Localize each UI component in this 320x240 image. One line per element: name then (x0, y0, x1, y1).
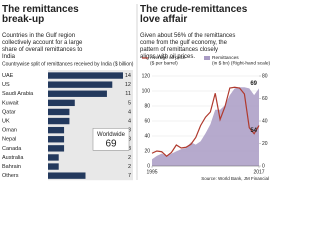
value-label: 4 (128, 119, 131, 125)
category-label: US (2, 82, 10, 88)
category-label: Saudi Arabia (2, 91, 34, 97)
legend-swatch (204, 56, 210, 60)
annotation-label: Worldwide (97, 132, 126, 138)
x-tick-label: 1995 (146, 169, 157, 175)
y-tick-label: 80 (144, 103, 150, 109)
annotation-box (92, 128, 130, 151)
category-label: UK (2, 119, 10, 125)
value-label: 11 (125, 91, 131, 97)
value-label: 3 (128, 146, 131, 152)
category-label: Bahrain (2, 164, 21, 170)
bar (48, 99, 75, 107)
category-label: Canada (2, 146, 22, 152)
value-label: 12 (125, 82, 131, 88)
subtitle: Given about 56% of the remittances come f… (140, 33, 235, 60)
value-label: 2 (128, 155, 131, 161)
bar (48, 136, 65, 143)
category-label: Oman (2, 128, 17, 134)
y2-tick-label: 0 (262, 163, 265, 169)
value-label: 4 (128, 109, 131, 115)
bar (48, 117, 70, 125)
y2-tick-label: 60 (262, 96, 268, 102)
category-label: Nepal (2, 137, 16, 143)
category-label: Qatar (2, 109, 16, 115)
y2-tick-label: 40 (262, 118, 268, 124)
y-tick-label: 40 (144, 133, 150, 139)
subtitle: Countries in the Gulf region collectively… (2, 33, 83, 60)
category-label: UAE (2, 73, 14, 79)
bar (48, 126, 65, 134)
value-label: 3 (128, 137, 131, 143)
end-label: 54 (250, 128, 257, 134)
legend-label: Average oil price ($ per barrel) (150, 55, 186, 67)
y-tick-label: 60 (144, 118, 150, 124)
value-label: 5 (128, 100, 131, 106)
y-tick-label: 20 (144, 148, 150, 154)
end-label: 69 (250, 81, 257, 87)
bar (48, 154, 59, 161)
bar (48, 108, 70, 116)
value-label: 3 (128, 128, 131, 134)
chart: The remittances break-up Countries in the … (2, 3, 271, 182)
y-tick-label: 100 (142, 88, 151, 94)
bar (48, 145, 65, 152)
area (152, 87, 259, 166)
legend-label: Remittances (in $ bn) (Right-hand scale) (212, 55, 271, 67)
y2-tick-label: 20 (262, 141, 268, 147)
y-tick-label: 120 (142, 73, 151, 79)
value-label: 2 (128, 164, 131, 170)
line (151, 86, 260, 158)
bar (48, 90, 107, 97)
plot-bg (48, 70, 133, 181)
category-label: Australia (2, 155, 24, 161)
page: The remittances break-up Countries in the … (2, 3, 271, 182)
chart-title: The crude-remittances love affair (140, 4, 248, 25)
value-label: 7 (128, 173, 131, 179)
value-label: 14 (125, 73, 131, 79)
bar (48, 172, 86, 179)
axis-label: Countrywise split of remittances receive… (2, 61, 134, 67)
bar (48, 72, 123, 79)
source: Source: World Bank, JM Financial (201, 176, 269, 181)
category-label: Others (2, 173, 19, 179)
x-tick-label: 2017 (253, 169, 264, 175)
category-label: Kuwait (2, 100, 19, 106)
chart-title: The remittances break-up (2, 4, 79, 25)
y-tick-label: 0 (147, 163, 150, 169)
bar (48, 81, 113, 88)
y2-tick-label: 80 (262, 73, 268, 79)
bar (48, 163, 59, 170)
annotation-value: 69 (105, 138, 117, 149)
